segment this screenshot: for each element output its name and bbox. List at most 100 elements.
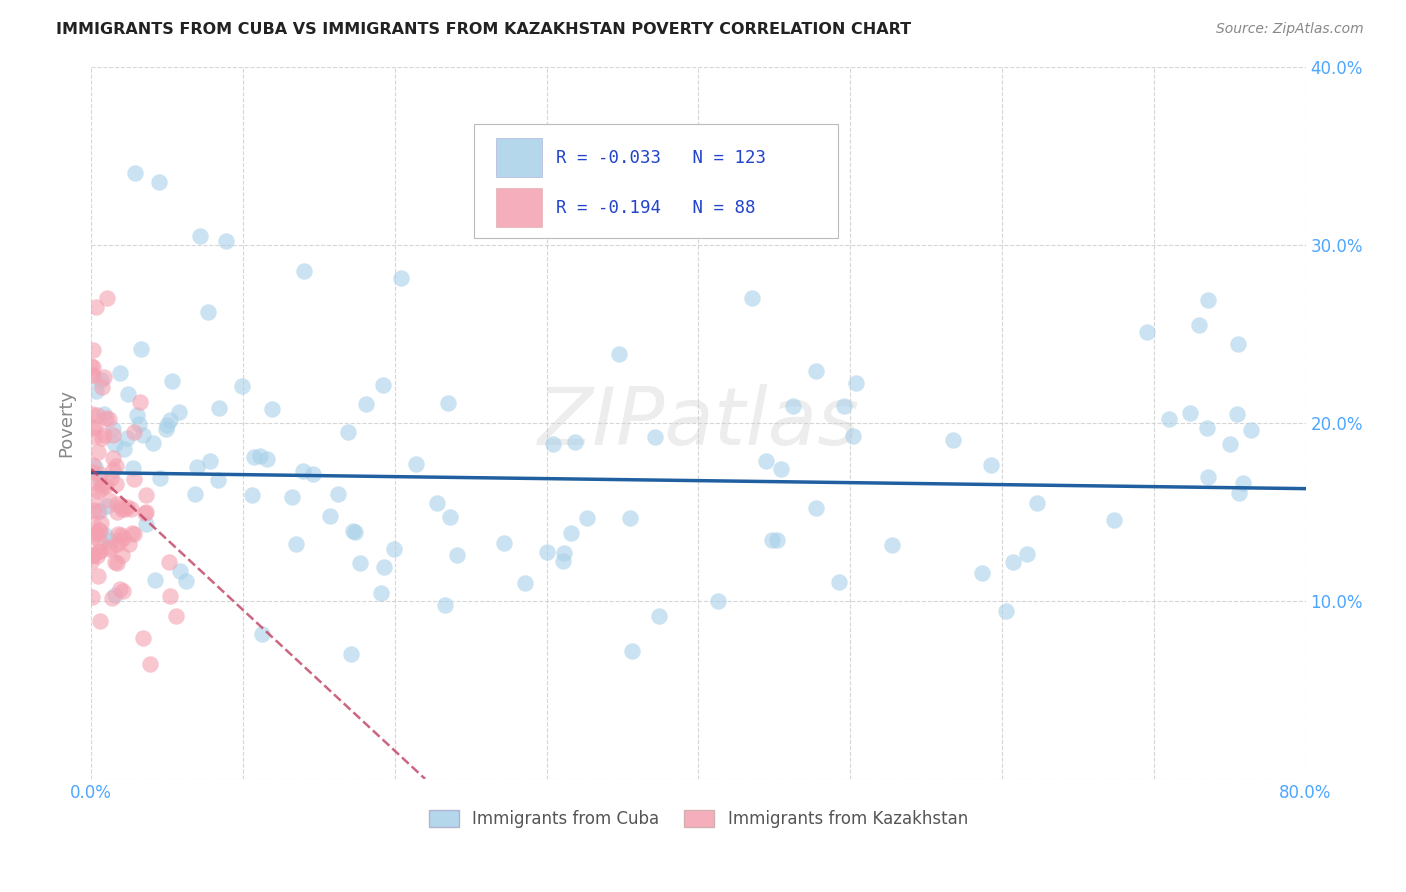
Point — [101, 428, 124, 442]
Point — [134, 506, 156, 520]
Point — [84, 420, 107, 434]
Point — [349, 556, 371, 570]
Point — [101, 591, 124, 605]
Point — [105, 537, 128, 551]
Point — [96, 499, 118, 513]
FancyBboxPatch shape — [495, 138, 541, 177]
Point — [135, 505, 157, 519]
FancyBboxPatch shape — [474, 124, 838, 237]
Point — [87, 523, 110, 537]
Point — [845, 376, 868, 390]
Point — [84, 384, 107, 398]
Point — [82, 368, 104, 383]
Point — [80, 590, 103, 604]
Point — [87, 504, 110, 518]
Point — [110, 528, 132, 542]
Point — [104, 588, 127, 602]
Point — [370, 586, 392, 600]
Point — [389, 270, 412, 285]
Point — [1219, 437, 1241, 451]
Point — [82, 368, 104, 382]
Point — [128, 417, 150, 432]
Point — [90, 372, 112, 386]
Point — [494, 535, 516, 549]
Point — [207, 473, 229, 487]
Point — [1104, 513, 1126, 527]
Point — [89, 534, 111, 549]
Point — [112, 531, 135, 545]
Point — [104, 436, 127, 450]
Point — [1178, 406, 1201, 420]
Point — [111, 548, 134, 562]
Point — [231, 378, 253, 392]
Point — [98, 542, 121, 557]
Point — [118, 537, 141, 551]
Point — [1157, 412, 1180, 426]
Point — [242, 450, 264, 464]
Point — [770, 462, 793, 476]
Point — [90, 380, 112, 394]
Point — [644, 430, 666, 444]
Point — [82, 343, 104, 357]
Point — [156, 418, 179, 433]
Point — [135, 517, 157, 532]
Point — [260, 402, 283, 417]
Text: Source: ZipAtlas.com: Source: ZipAtlas.com — [1216, 22, 1364, 37]
Point — [105, 497, 128, 511]
Point — [82, 530, 104, 544]
Point — [143, 573, 166, 587]
Point — [620, 644, 643, 658]
Point — [1227, 486, 1250, 500]
Point — [250, 627, 273, 641]
Point — [139, 657, 162, 671]
Point — [148, 175, 170, 189]
Point — [89, 615, 111, 629]
Point — [1026, 496, 1049, 510]
Point — [240, 488, 263, 502]
Point — [1239, 423, 1261, 437]
Point — [132, 428, 155, 442]
Point — [84, 300, 107, 314]
Point — [104, 555, 127, 569]
Point — [108, 533, 131, 548]
Point — [115, 500, 138, 514]
Point — [83, 525, 105, 540]
Point — [132, 631, 155, 645]
Point — [319, 509, 342, 524]
Point — [89, 504, 111, 518]
Point — [373, 560, 395, 574]
Point — [804, 364, 827, 378]
Point — [93, 428, 115, 442]
Point — [280, 490, 302, 504]
Point — [121, 525, 143, 540]
Point — [101, 422, 124, 436]
Point — [103, 451, 125, 466]
Point — [122, 527, 145, 541]
Point — [339, 647, 361, 661]
Point — [128, 395, 150, 409]
Point — [607, 347, 630, 361]
Point — [741, 291, 763, 305]
Point — [142, 435, 165, 450]
Point — [1226, 407, 1249, 421]
Point — [82, 466, 104, 480]
Point — [980, 458, 1002, 473]
Point — [828, 575, 851, 590]
Text: IMMIGRANTS FROM CUBA VS IMMIGRANTS FROM KAZAKHSTAN POVERTY CORRELATION CHART: IMMIGRANTS FROM CUBA VS IMMIGRANTS FROM … — [56, 22, 911, 37]
Text: ZIPatlas: ZIPatlas — [537, 384, 859, 462]
Point — [110, 499, 132, 513]
Point — [82, 517, 104, 532]
Point — [89, 472, 111, 486]
Point — [215, 235, 238, 249]
Point — [183, 487, 205, 501]
Point — [98, 533, 121, 548]
Point — [82, 476, 104, 491]
Point — [186, 459, 208, 474]
Point — [446, 549, 468, 563]
Point — [942, 434, 965, 448]
Point — [80, 359, 103, 373]
Point — [114, 502, 136, 516]
Point — [100, 471, 122, 485]
Point — [90, 516, 112, 530]
Point — [1195, 420, 1218, 434]
